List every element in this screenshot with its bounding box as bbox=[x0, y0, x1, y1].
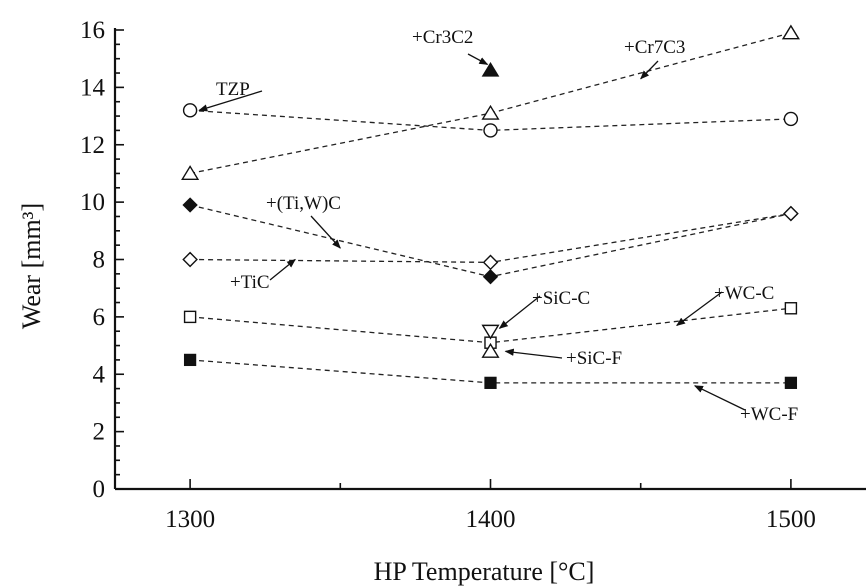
x-axis-title: HP Temperature [°C] bbox=[374, 557, 595, 586]
x-tick-label: 1500 bbox=[766, 506, 816, 533]
annotation-cr3c2: +Cr3C2 bbox=[412, 27, 473, 48]
y-tick-label: 14 bbox=[80, 74, 106, 101]
data-point-tzp bbox=[182, 103, 198, 118]
y-tick-label: 6 bbox=[93, 304, 106, 331]
data-markers bbox=[181, 24, 800, 389]
y-axis-title: Wear [mm³] bbox=[17, 203, 46, 329]
annotation-wcf: +WC-F bbox=[740, 404, 798, 425]
annotation-arrows bbox=[198, 53, 746, 411]
data-point-tic bbox=[182, 251, 198, 268]
data-point-ti-w-c bbox=[482, 269, 499, 285]
annotation-tic: +TiC bbox=[230, 272, 270, 293]
data-point-cr3c2 bbox=[481, 61, 500, 77]
data-point-sic-f bbox=[481, 342, 500, 358]
axes: 0 2 4 6 8 10 12 14 16 1300 1400 1500 bbox=[80, 17, 866, 533]
annotation-wcc: +WC-C bbox=[714, 283, 774, 304]
data-point-ti-w-c bbox=[182, 197, 198, 213]
annotation-arrow-sicf bbox=[504, 348, 563, 359]
data-point-sic-c bbox=[481, 324, 500, 340]
data-point-cr7c3 bbox=[181, 165, 200, 180]
data-point-wc-f bbox=[784, 376, 798, 389]
annotation-sicf: +SiC-F bbox=[566, 348, 622, 369]
data-point-wc-f bbox=[183, 353, 197, 367]
x-tick-label: 1300 bbox=[165, 506, 215, 533]
annotation-cr7c3: +Cr7C3 bbox=[624, 37, 685, 58]
data-point-wc-c bbox=[784, 302, 798, 315]
annotation-tiwc: +(Ti,W)C bbox=[266, 193, 341, 214]
y-tick-label: 12 bbox=[80, 132, 105, 159]
y-tick-label: 4 bbox=[93, 361, 106, 388]
annotation-arrow-tiwc bbox=[310, 215, 341, 249]
data-point-tic bbox=[783, 205, 799, 222]
data-point-cr7c3 bbox=[481, 104, 500, 120]
annotation-sicc: +SiC-C bbox=[532, 288, 590, 309]
annotation-tzp: TZP bbox=[216, 79, 250, 100]
data-point-wc-f bbox=[484, 376, 497, 389]
y-tick-label: 10 bbox=[80, 189, 105, 216]
annotation-arrow-wcf bbox=[693, 385, 746, 411]
annotation-arrow-sicc bbox=[498, 295, 541, 329]
annotation-arrow-cr3c2 bbox=[467, 53, 489, 65]
series-line-cr7c3 bbox=[189, 32, 792, 175]
data-point-cr7c3 bbox=[781, 24, 800, 40]
x-tick-label: 1400 bbox=[466, 506, 516, 533]
data-point-tzp bbox=[783, 111, 799, 127]
y-tick-label: 2 bbox=[93, 419, 106, 446]
data-point-tic bbox=[482, 254, 499, 271]
y-tick-label: 0 bbox=[93, 476, 106, 503]
data-point-wc-c bbox=[183, 310, 197, 324]
annotation-arrow-tzp bbox=[198, 90, 263, 112]
y-tick-label: 16 bbox=[80, 17, 105, 44]
annotation-arrow-wcc bbox=[676, 291, 723, 327]
data-point-tzp bbox=[483, 123, 498, 138]
annotation-arrow-cr7c3 bbox=[640, 60, 659, 80]
y-tick-label: 8 bbox=[93, 247, 106, 274]
annotation-arrow-tic bbox=[269, 258, 296, 281]
